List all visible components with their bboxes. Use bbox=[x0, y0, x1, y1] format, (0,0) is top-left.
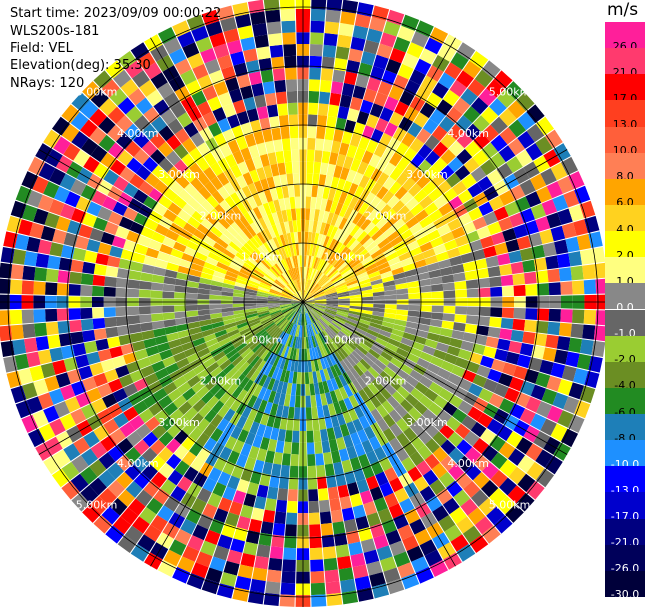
colorbar-segment: 6.0 bbox=[605, 178, 645, 209]
range-ring-label: 2.00km bbox=[365, 209, 407, 222]
range-ring-label: 1.00km bbox=[241, 251, 283, 264]
range-ring-label: 2.00km bbox=[365, 375, 407, 388]
colorbar-segment: 4.0 bbox=[605, 204, 645, 236]
colorbar-segment: 10.0 bbox=[605, 126, 645, 157]
colorbar-segment: -8.0 bbox=[605, 414, 645, 445]
nrays: NRays: 120 bbox=[10, 76, 85, 91]
range-ring-label: 1.00km bbox=[324, 333, 366, 346]
range-ring-label: 4.00km bbox=[117, 457, 159, 470]
range-ring-label: 5.00km bbox=[489, 86, 531, 99]
instrument-name: WLS200s-181 bbox=[10, 24, 100, 39]
range-ring-label: 5.00km bbox=[76, 86, 118, 99]
colorbar-segment: -4.0 bbox=[605, 361, 645, 392]
range-ring-label: 1.00km bbox=[241, 333, 283, 346]
range-ring-label: 4.00km bbox=[447, 127, 489, 140]
colorbar-segment: -21.0 bbox=[605, 518, 645, 549]
colorbar-segment: -6.0 bbox=[605, 387, 645, 419]
range-ring-label: 4.00km bbox=[117, 127, 159, 140]
range-ring-label: 3.00km bbox=[158, 416, 200, 429]
range-ring-label: 4.00km bbox=[447, 457, 489, 470]
colorbar-segment: 0.0 bbox=[605, 283, 645, 314]
range-ring-label: 3.00km bbox=[406, 168, 448, 181]
range-ring-label: 3.00km bbox=[158, 168, 200, 181]
colorbar-segment: -26.0 bbox=[605, 544, 645, 575]
colorbar-segment: 13.0 bbox=[605, 100, 645, 131]
range-grid bbox=[0, 0, 605, 607]
range-ring-label: 5.00km bbox=[489, 499, 531, 512]
colorbar-segment: 17.0 bbox=[605, 74, 645, 105]
colorbar-segment: 1.0 bbox=[605, 257, 645, 288]
colorbar-segment: 8.0 bbox=[605, 152, 645, 183]
range-ring-label: 5.00km bbox=[76, 499, 118, 512]
colorbar-unit: m/s bbox=[607, 0, 639, 20]
range-ring-label: 2.00km bbox=[200, 375, 242, 388]
colorbar-segment: -13.0 bbox=[605, 466, 645, 497]
range-ring-label: 1.00km bbox=[324, 251, 366, 264]
colorbar-segment: 2.0 bbox=[605, 231, 645, 262]
ppi-plot: 1.00km 1.00km 1.00km 1.00km 2.00km 2.00km 2.00… bbox=[0, 0, 605, 607]
elevation: Elevation(deg): 35.30 bbox=[10, 58, 151, 73]
colorbar-segment: -10.0 bbox=[605, 440, 645, 471]
colorbar: 26.0 21.0 17.0 13.0 10.0 8.0 6.0 4.0 2.0 1.0 0.0 -1… bbox=[605, 22, 645, 601]
field-name: Field: VEL bbox=[10, 41, 73, 56]
colorbar-segment: -1.0 bbox=[605, 309, 645, 340]
colorbar-segment: -30.0 bbox=[605, 570, 645, 601]
range-ring-labels: 1.00km 1.00km 1.00km 1.00km 2.00km 2.00km 2.00… bbox=[76, 86, 531, 512]
velocity-field bbox=[0, 0, 605, 607]
range-ring-label: 2.00km bbox=[200, 209, 242, 222]
colorbar-segment: 26.0 bbox=[605, 22, 645, 53]
range-ring-label: 3.00km bbox=[406, 416, 448, 429]
colorbar-segment: -17.0 bbox=[605, 492, 645, 523]
colorbar-tick-label: -30.0 bbox=[610, 588, 640, 602]
colorbar-segment: -2.0 bbox=[605, 335, 645, 366]
colorbar-segment: 21.0 bbox=[605, 48, 645, 79]
start-time: Start time: 2023/09/09 00:00:22 bbox=[10, 6, 222, 21]
